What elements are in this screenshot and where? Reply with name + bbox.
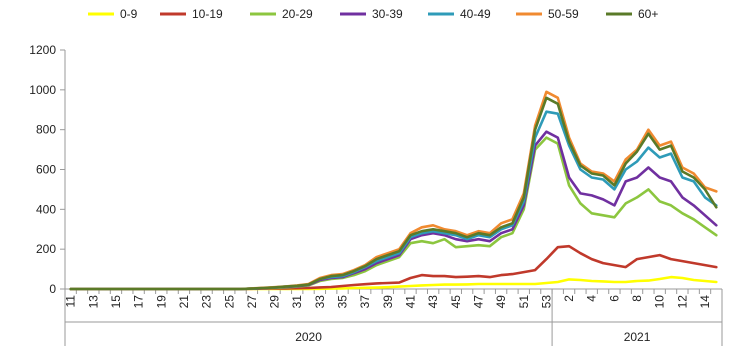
y-tick-label: 800: [36, 123, 56, 137]
x-tick-label: 2: [562, 295, 576, 302]
x-axis: 11 13 15 17 19 21 23 25 27 29 31 33 35 37 39 41 43 45 47 49…: [64, 288, 723, 346]
x-tick-label: 39: [381, 295, 395, 309]
x-tick-label: 37: [358, 295, 372, 309]
x-tick-label: 27: [245, 295, 259, 309]
x-tick-label: 6: [607, 295, 621, 302]
series-line-40-49: [69, 110, 718, 291]
y-tick-label: 1200: [29, 43, 56, 57]
legend-label: 60+: [638, 7, 658, 21]
plot-area: [69, 90, 718, 291]
x-tick-label: 23: [200, 295, 214, 309]
x-tick-label: 12: [675, 295, 689, 309]
x-tick-label: 10: [653, 295, 667, 309]
y-tick-label: 200: [36, 242, 56, 256]
y-tick-label: 400: [36, 202, 56, 216]
x-tick-label: 15: [109, 295, 123, 309]
legend-label: 40-49: [460, 7, 491, 21]
x-tick-label: 29: [268, 295, 282, 309]
legend-label: 30-39: [372, 7, 403, 21]
x-tick-label: 21: [177, 295, 191, 309]
x-tick-label: 43: [426, 295, 440, 309]
x-tick-label: 53: [539, 295, 553, 309]
x-tick-label: 45: [449, 295, 463, 309]
x-tick-label: 11: [64, 295, 78, 308]
x-tick-label: 51: [517, 295, 531, 309]
year-label: 2020: [295, 330, 322, 344]
legend-label: 20-29: [282, 7, 313, 21]
year-label: 2021: [624, 330, 651, 344]
x-tick-label: 33: [313, 295, 327, 309]
y-tick-label: 600: [36, 163, 56, 177]
legend-label: 50-59: [548, 7, 579, 21]
x-tick-label: 4: [585, 295, 599, 302]
x-tick-label: 47: [471, 295, 485, 309]
x-tick-label: 17: [132, 295, 146, 309]
x-tick-label: 19: [154, 295, 168, 309]
y-tick-label: 0: [49, 282, 56, 296]
x-tick-label: 8: [630, 295, 644, 302]
y-tick-label: 1000: [29, 83, 56, 97]
legend-label: 0-9: [120, 7, 138, 21]
series-line-60+: [69, 96, 718, 291]
x-tick-label: 49: [494, 295, 508, 309]
x-tick-label: 31: [290, 295, 304, 309]
x-tick-label: 14: [698, 295, 712, 309]
legend-label: 10-19: [192, 7, 223, 21]
y-axis: 0 200 400 600 800 1000 1200: [29, 43, 66, 296]
x-tick-label: 25: [222, 295, 236, 309]
x-tick-label: 41: [403, 295, 417, 309]
x-tick-label: 35: [336, 295, 350, 309]
x-tick-label: 13: [86, 295, 100, 309]
legend: 0-9 10-19 20-29 30-39 40-49 50-59 60+: [88, 7, 658, 21]
